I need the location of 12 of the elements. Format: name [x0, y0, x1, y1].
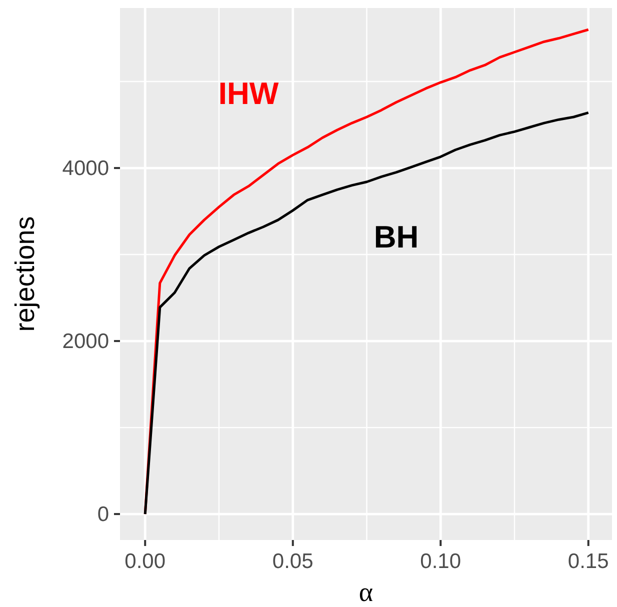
x-tick-label: 0.10: [420, 550, 462, 573]
x-tick-label: 0.00: [124, 550, 166, 573]
y-tick-label: 0: [97, 503, 109, 526]
y-tick-label: 2000: [62, 330, 109, 354]
x-tick-label: 0.05: [272, 550, 314, 573]
line-series: [144, 111, 590, 516]
y-tick-label: 4000: [62, 157, 109, 180]
series-label: IHW: [218, 76, 280, 112]
series-label: BH: [374, 219, 419, 254]
y-axis-title: rejections: [10, 216, 40, 332]
x-axis-title: α: [358, 577, 374, 607]
x-tick-label: 0.15: [568, 550, 609, 573]
